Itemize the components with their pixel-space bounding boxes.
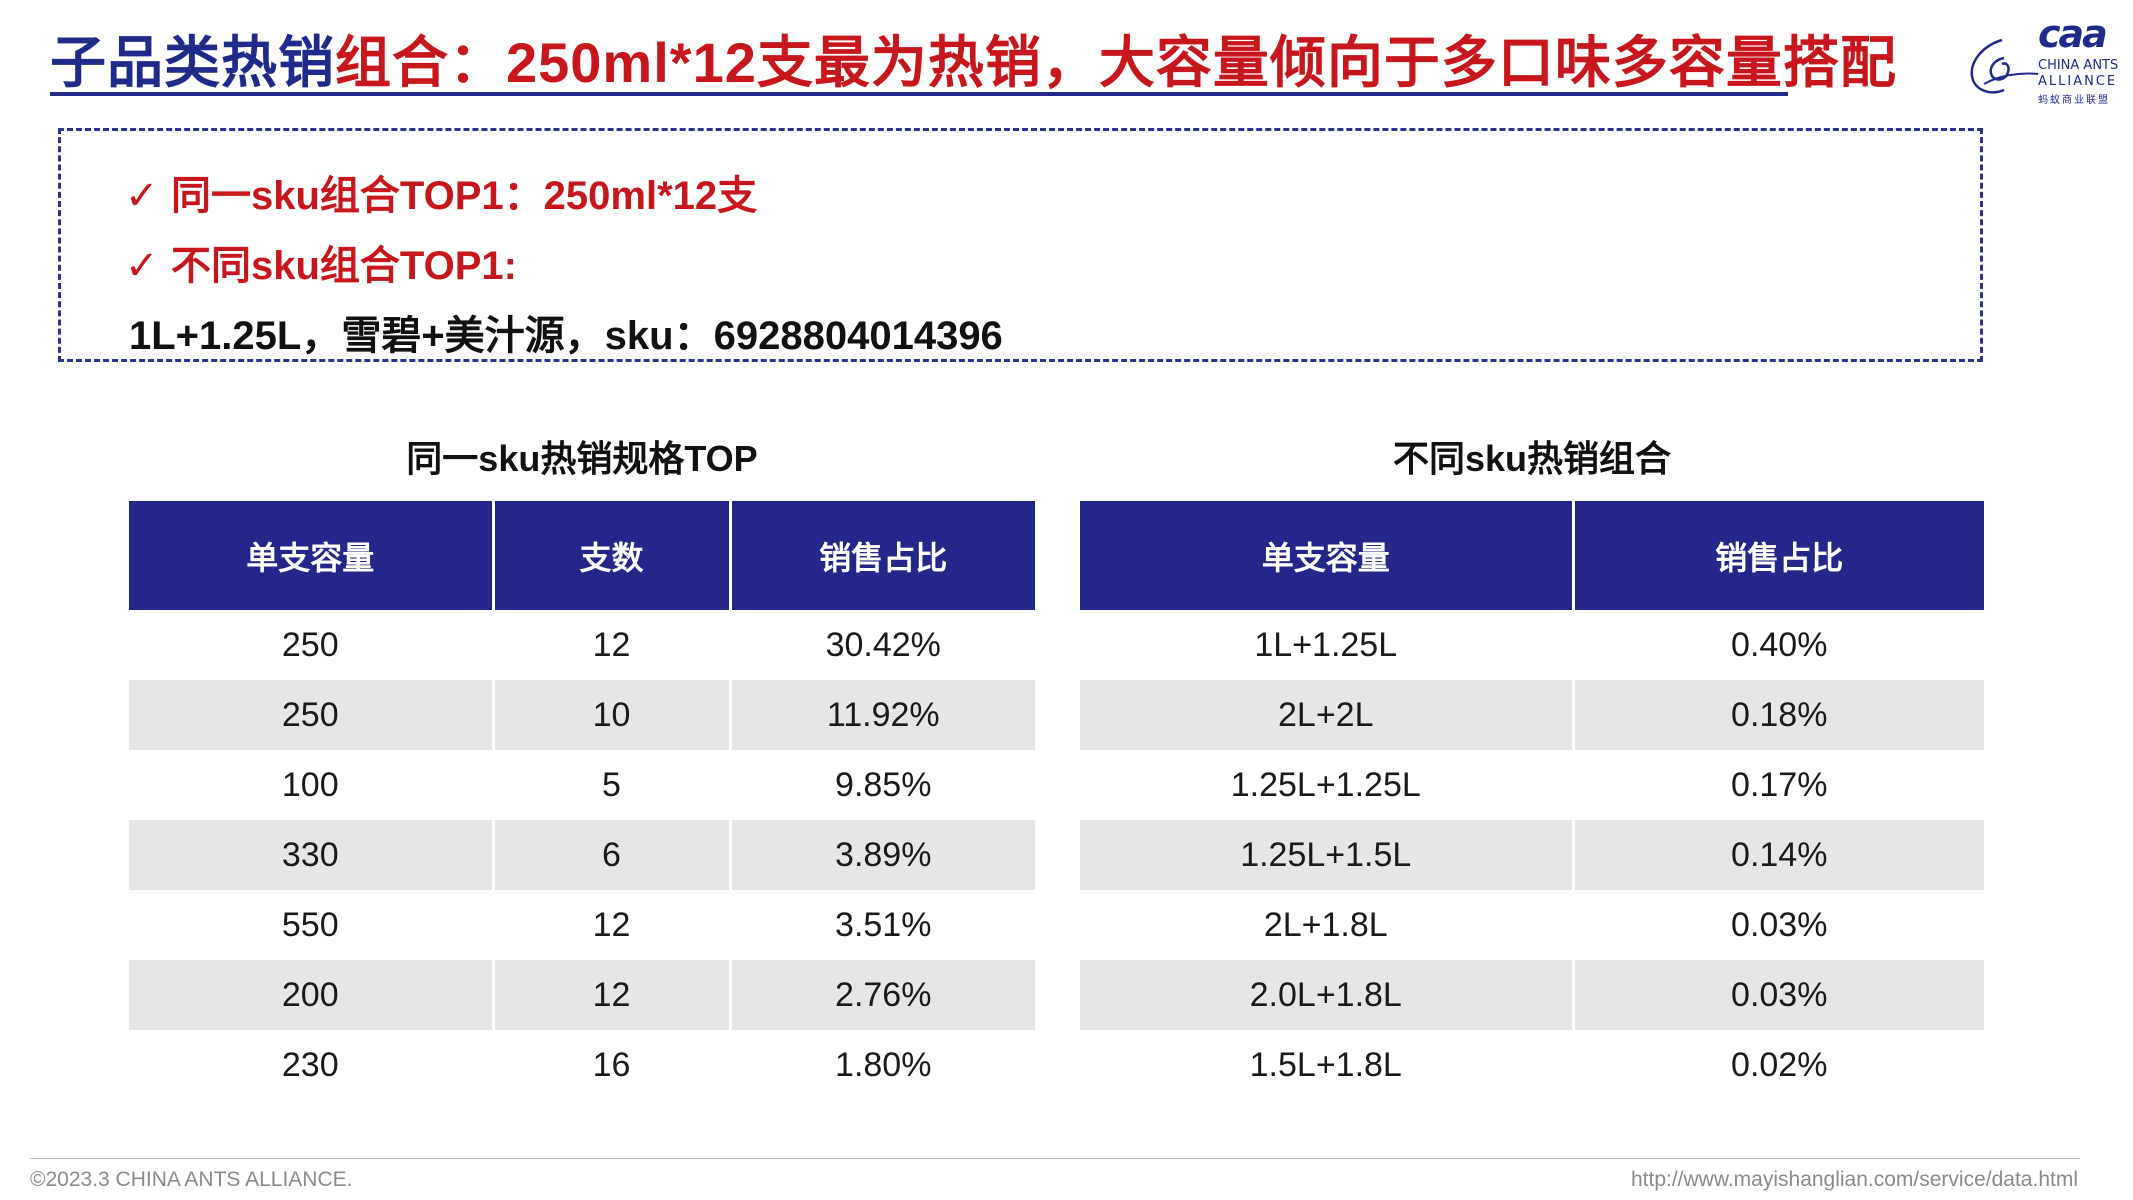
table-cell: 6 — [493, 820, 732, 890]
logo: caa CHINA ANTS ALLIANCE 蚂蚁商业联盟 — [1964, 10, 2124, 106]
table-header-row: 单支容量 支数 销售占比 — [129, 501, 1035, 610]
page-title: 子品类热销组合：250ml*12支最为热销，大容量倾向于多口味多容量搭配 — [50, 18, 1897, 99]
table-header-row: 单支容量 销售占比 — [1080, 501, 1984, 610]
table-cell: 16 — [493, 1030, 732, 1100]
table-cell: 3.89% — [730, 820, 1035, 890]
check-icon: ✓ — [125, 174, 159, 218]
table-cell: 550 — [129, 890, 495, 960]
table-cell: 100 — [129, 750, 495, 820]
table-cell: 5 — [493, 750, 732, 820]
table-row: 250 10 11.92% — [129, 680, 1035, 750]
table-cell: 0.03% — [1573, 960, 1984, 1030]
table-cell: 10 — [493, 680, 732, 750]
table-cell: 1L+1.25L — [1080, 610, 1575, 680]
logo-text-china-ants: CHINA ANTS — [2038, 58, 2119, 73]
table-row: 250 12 30.42% — [129, 610, 1035, 680]
table-cell: 12 — [493, 890, 732, 960]
table-cell: 2L+1.8L — [1080, 890, 1575, 960]
table-row: 1L+1.25L 0.40% — [1080, 610, 1984, 680]
logo-mark: caa — [2038, 12, 2108, 56]
table-cell: 1.80% — [835, 1045, 932, 1084]
table-cell: 0.17% — [1731, 765, 1828, 804]
table-row: 330 6 3.89% — [129, 820, 1035, 890]
table-row: 2.0L+1.8L 0.03% — [1080, 960, 1984, 1030]
ant-alliance-logo-icon — [1970, 38, 2039, 94]
table-cell: 0.03% — [1731, 905, 1828, 944]
footer-url: http://www.mayishanglian.com/service/dat… — [1630, 1168, 2078, 1191]
table-cell: 30.42% — [825, 625, 941, 664]
table-cell: 12 — [493, 610, 732, 680]
table-cell: 0.40% — [1731, 625, 1828, 664]
table-same-sku: 单支容量 支数 销售占比 250 12 30.42% 250 10 11.92% 100 5 9.8… — [129, 501, 1035, 1100]
table-cell: 9.85% — [835, 765, 932, 804]
table-row: 100 5 9.85% — [129, 750, 1035, 820]
summary-line-3: 1L+1.25L，雪碧+美汁源，sku：6928804014396 — [129, 314, 1003, 358]
summary-box: ✓ 同一sku组合TOP1：250ml*12支 ✓ 不同sku组合TOP1: 1L+… — [58, 128, 1983, 362]
page-title-part1: 子品类热销 — [50, 31, 335, 94]
logo-text-chinese: 蚂蚁商业联盟 — [2038, 95, 2110, 106]
table-row: 230 16 1.80% — [129, 1030, 1035, 1100]
table-cell: 0.02% — [1731, 1045, 1828, 1084]
table-cell: 250 — [129, 610, 495, 680]
summary-line-2-text: 不同sku组合TOP1: — [171, 244, 517, 288]
column-header: 单支容量 — [129, 501, 495, 610]
summary-line-2: ✓ 不同sku组合TOP1: — [125, 233, 517, 291]
logo-text-alliance: ALLIANCE — [2038, 74, 2118, 89]
summary-line-1-text: 同一sku组合TOP1：250ml*12支 — [171, 174, 758, 218]
table-row: 1.5L+1.8L 0.02% — [1080, 1030, 1984, 1100]
table-row: 200 12 2.76% — [129, 960, 1035, 1030]
table-cell: 330 — [129, 820, 495, 890]
table-cell: 1.25L+1.25L — [1080, 750, 1575, 820]
column-header: 销售占比 — [1573, 501, 1984, 610]
column-header: 单支容量 — [1080, 501, 1575, 610]
table-row: 550 12 3.51% — [129, 890, 1035, 960]
table-cell: 0.18% — [1573, 680, 1984, 750]
title-underline — [50, 92, 1788, 96]
table-cell: 3.51% — [835, 905, 932, 944]
table-diff-sku-title: 不同sku热销组合 — [1392, 438, 1672, 479]
footer-divider — [30, 1158, 2080, 1159]
table-cell: 1.25L+1.5L — [1080, 820, 1575, 890]
table-row: 2L+2L 0.18% — [1080, 680, 1984, 750]
column-header: 销售占比 — [730, 501, 1035, 610]
table-cell: 2.76% — [730, 960, 1035, 1030]
table-cell: 200 — [129, 960, 495, 1030]
check-icon: ✓ — [125, 244, 159, 288]
footer-copyright: ©2023.3 CHINA ANTS ALLIANCE. — [30, 1168, 353, 1191]
table-cell: 230 — [129, 1030, 495, 1100]
table-cell: 250 — [129, 680, 495, 750]
table-row: 1.25L+1.25L 0.17% — [1080, 750, 1984, 820]
table-cell: 11.92% — [730, 680, 1035, 750]
table-row: 1.25L+1.5L 0.14% — [1080, 820, 1984, 890]
table-row: 2L+1.8L 0.03% — [1080, 890, 1984, 960]
table-diff-sku: 单支容量 销售占比 1L+1.25L 0.40% 2L+2L 0.18% 1.25L+1.… — [1080, 501, 1984, 1100]
table-same-sku-title: 同一sku热销规格TOP — [406, 438, 758, 479]
table-cell: 2.0L+1.8L — [1080, 960, 1575, 1030]
summary-line-1: ✓ 同一sku组合TOP1：250ml*12支 — [125, 163, 757, 221]
table-cell: 0.14% — [1573, 820, 1984, 890]
table-cell: 1.5L+1.8L — [1080, 1030, 1575, 1100]
column-header: 支数 — [493, 501, 732, 610]
table-cell: 2L+2L — [1080, 680, 1575, 750]
page-title-part2: 组合：250ml*12支最为热销，大容量倾向于多口味多容量搭配 — [335, 31, 1897, 94]
table-cell: 12 — [493, 960, 732, 1030]
